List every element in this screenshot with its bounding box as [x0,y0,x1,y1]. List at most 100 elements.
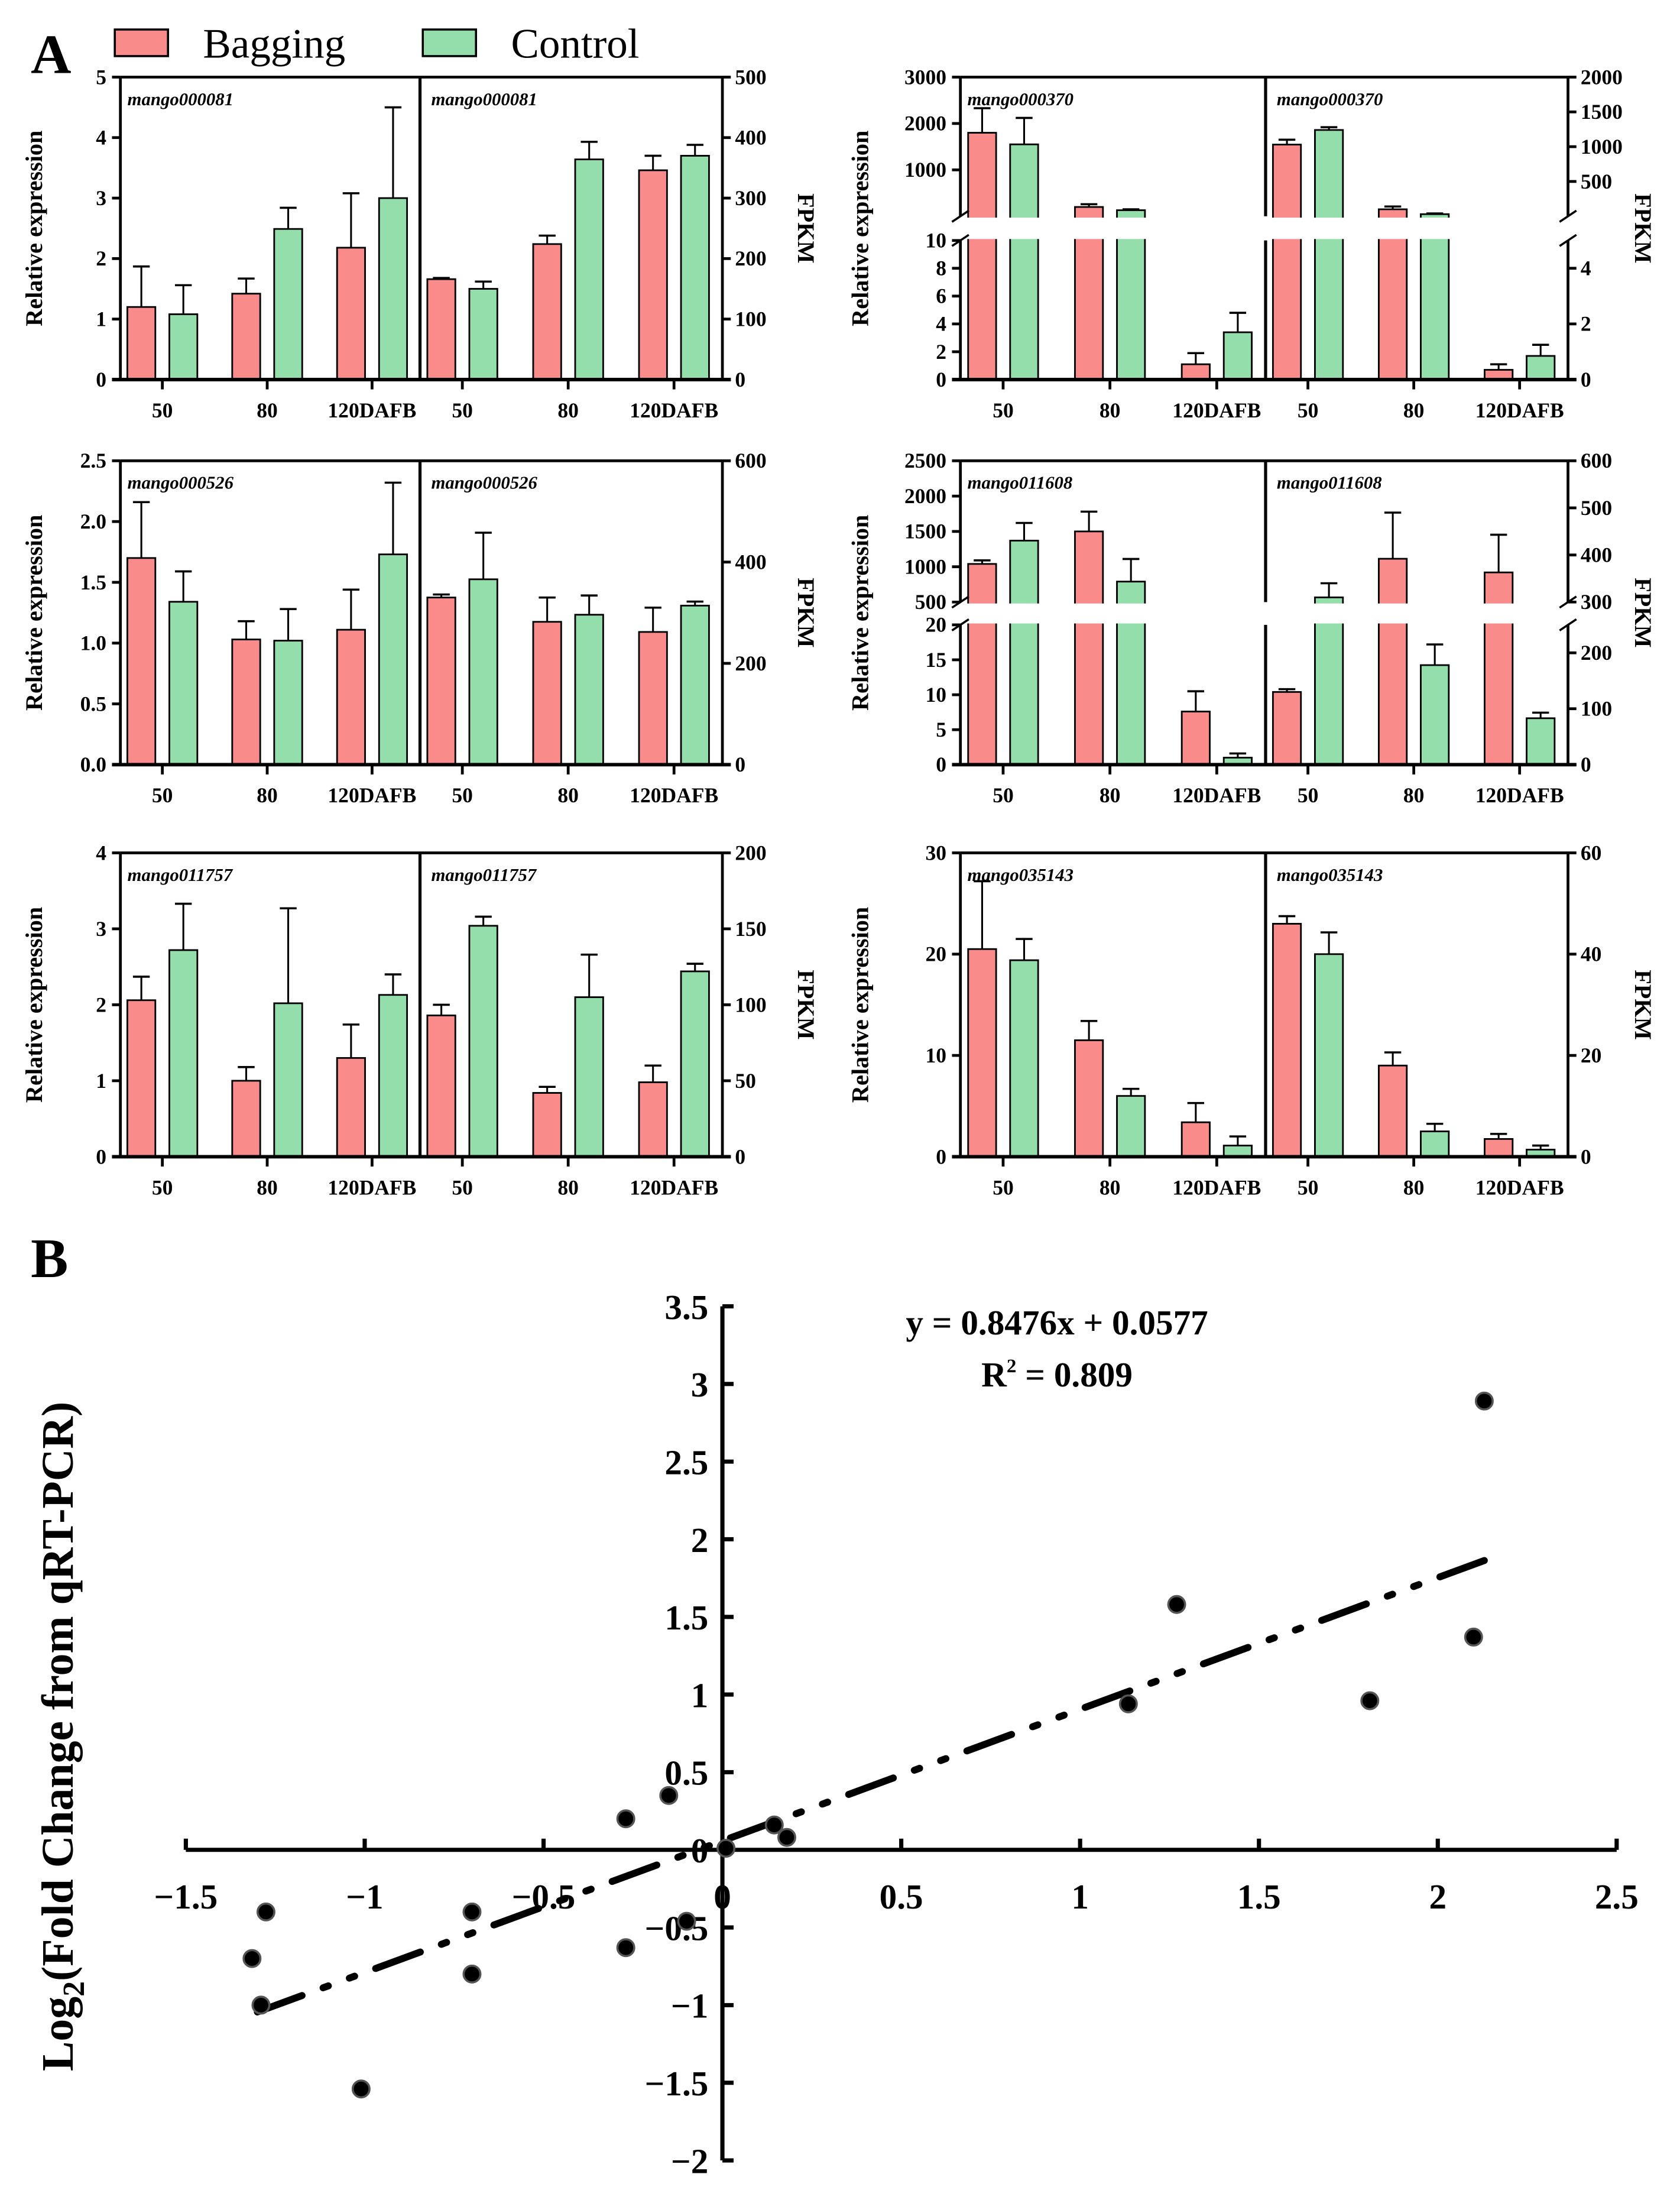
y-tick-label: 3.5 [664,1288,708,1327]
bar-bagging [426,278,456,381]
bar-control [1116,1095,1146,1158]
y-tick-label: −0.5 [645,1909,709,1948]
bar-control [1009,143,1039,381]
x-tick-label: 80 [557,398,579,422]
bar-control [1314,129,1344,381]
x-tick-label: 50 [1298,783,1319,807]
bar-bagging [426,1015,456,1158]
trend-line [254,1557,1488,2016]
y-tick-label: 2.5 [664,1443,708,1482]
bar-chart-mango000526: 50 80 120DAFB 0.0 0.5 1.0 1.5 2.0 2.5 mango000526… [21,449,819,807]
rel-tick-label: 4 [936,312,946,336]
bar-chart-mango011757: 50 80 120DAFB 0 1 2 3 4 mango011757 50 80 120DAFB 0 5… [21,841,819,1199]
bar-bagging [1074,530,1104,766]
rel-tick-label: 2 [96,247,106,270]
rel-tick-label: 0.0 [80,753,106,776]
data-point [462,1902,482,1922]
rel-tick-label: 1000 [904,158,946,182]
gene-label: mango000081 [431,89,537,109]
x-tick-label: 80 [557,1175,579,1199]
bar-control [273,640,303,766]
panel-a-label: A [31,24,71,85]
rel-tick-label: 1.5 [80,571,106,594]
rel-tick-label: 20 [925,942,946,966]
data-point [1360,1691,1380,1710]
rel-tick-label: 5 [96,65,106,89]
bar-chart-mango011608: 50 80 120DAFB051015205001000150020002500ma… [847,449,1656,807]
y-tick-label: −1 [671,1987,708,2026]
bar-bagging [231,639,261,766]
rel-tick-label: 2.5 [80,449,106,472]
rel-tick-label: 10 [925,229,946,252]
bar-control [168,313,199,381]
bar-bagging [532,243,562,381]
gene-label: mango000370 [968,89,1074,109]
data-point [351,2079,371,2099]
x-tick-label: 120DAFB [630,783,718,807]
rel-tick-label: 2 [936,340,946,364]
y-tick-label: 0.5 [664,1754,708,1793]
x-tick-label: 50 [152,398,173,422]
bar-control [468,578,498,766]
x-tick-label: 80 [257,783,278,807]
rel-tick-label: 4 [96,841,106,864]
y-title-rest: (Fold Change from qRT-PCR) [33,1402,83,1981]
bar-bagging [532,621,562,766]
data-point [777,1828,796,1847]
gene-label: mango000526 [128,473,234,493]
axis-break-mark [951,618,969,631]
bar-bagging [532,1092,562,1158]
rel-tick-label: 1000 [904,555,946,578]
axis-break-band [949,603,1580,624]
gene-label: mango011608 [968,473,1073,493]
x-tick-label: 0 [713,1877,731,1916]
fpkm-tick-label: 60 [1581,841,1602,864]
fpkm-tick-label: 0 [1581,368,1591,391]
y-axis-title-fpkm: FPKM [1630,970,1656,1039]
rel-tick-label: 2 [96,993,106,1016]
x-tick-label: 120DAFB [1172,1175,1261,1199]
bar-control [1526,717,1556,766]
y-axis-title-relative: Relative expression [21,907,47,1103]
fpkm-tick-label: 100 [735,307,766,331]
x-tick-label: 2 [1429,1877,1447,1916]
fpkm-tick-label: 0 [735,1145,745,1168]
x-tick-label: 50 [452,398,473,422]
fpkm-tick-label: 50 [735,1069,756,1093]
rel-tick-label: 2.0 [80,510,106,533]
x-tick-label: 120DAFB [1172,398,1261,422]
fpkm-tick-label: 4 [1581,257,1591,280]
rel-tick-label: 0 [936,368,946,391]
rel-tick-label: 6 [936,284,946,308]
fpkm-tick-label: 2 [1581,312,1591,336]
r2-prefix: R [981,1355,1007,1394]
bar-bagging [127,557,157,766]
x-tick-label: 50 [152,1175,173,1199]
gene-label: mango035143 [968,865,1074,885]
data-point [1474,1391,1494,1411]
bar-bagging [336,628,366,766]
x-tick-label: 120DAFB [1172,783,1261,807]
y-axis-title-relative: Relative expression [21,515,47,711]
bar-control [1009,539,1039,766]
x-tick-label: 50 [993,398,1014,422]
data-point [1118,1694,1138,1713]
bar-bagging [638,1081,668,1158]
bar-bagging [426,597,456,766]
bar-bagging [231,293,261,381]
fpkm-tick-label: 0 [735,368,745,391]
bar-control [1009,959,1039,1158]
gene-label: mango000081 [128,89,233,109]
legend-swatch-bagging [113,28,169,57]
data-point [616,1809,635,1829]
bar-control [468,925,498,1158]
rel-tick-label: 30 [925,841,946,864]
bar-bagging [1484,1138,1514,1158]
y-axis-title-fpkm: FPKM [793,193,819,263]
data-point [677,1911,696,1931]
fpkm-tick-label: 0 [1581,753,1591,776]
rel-tick-label: 1 [96,1069,106,1093]
x-tick-label: 50 [993,1175,1014,1199]
x-tick-label: −1 [346,1877,383,1916]
